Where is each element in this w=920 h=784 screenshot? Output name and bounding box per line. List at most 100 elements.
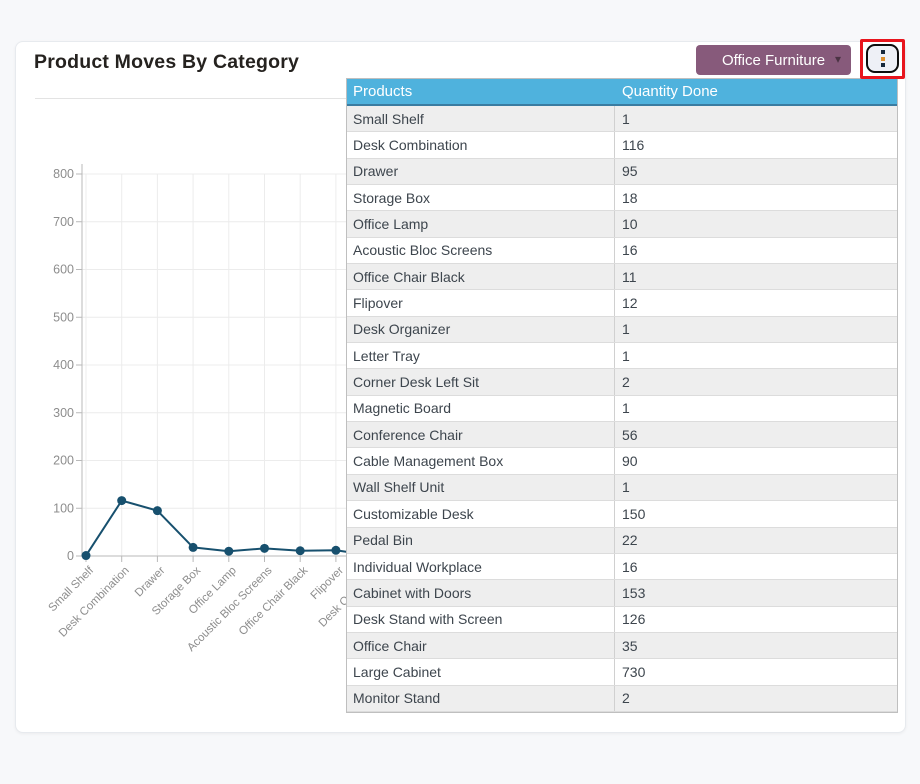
quantity-cell: 1 <box>622 347 630 364</box>
product-cell: Desk Organizer <box>347 316 615 343</box>
data-point <box>188 542 198 552</box>
table-row: Corner Desk Left Sit 2 <box>347 369 897 396</box>
data-point <box>295 546 305 556</box>
chevron-down-icon: ▾ <box>834 52 841 66</box>
kebab-menu-button[interactable] <box>866 44 899 73</box>
y-axis-label: 0 <box>67 549 74 563</box>
data-point <box>152 506 162 516</box>
x-axis-label: Acoustic Bloc Screens <box>185 564 275 654</box>
table-row: Desk Combination 116 <box>347 132 897 159</box>
table-row: Pedal Bin 22 <box>347 527 897 554</box>
product-cell: Flipover <box>347 290 615 316</box>
product-cell: Magnetic Board <box>347 395 615 422</box>
table-row: Acoustic Bloc Screens 16 <box>347 237 897 265</box>
y-axis-label: 700 <box>53 215 74 229</box>
dashboard-card: Product Moves By Category 0 100 200 300 400 5… <box>15 39 906 733</box>
quantity-cell: 116 <box>622 137 645 154</box>
quantity-cell: 1 <box>622 321 630 338</box>
quantity-cell: 2 <box>622 690 630 707</box>
quantity-cell: 126 <box>622 611 646 628</box>
table-row: Office Chair Black 11 <box>347 264 897 291</box>
table-row: Storage Box 18 <box>347 185 897 212</box>
data-point <box>81 551 91 561</box>
product-cell: Wall Shelf Unit <box>347 474 615 501</box>
table-row: Large Cabinet 730 <box>347 659 897 686</box>
quantity-cell: 1 <box>622 110 630 127</box>
table-row: Monitor Stand 2 <box>347 685 897 712</box>
product-cell: Conference Chair <box>347 422 615 448</box>
quantity-cell: 1 <box>622 400 630 417</box>
kebab-menu-icon <box>880 50 885 67</box>
table-row: Cabinet with Doors 153 <box>347 580 897 607</box>
table-row: Cable Management Box 90 <box>347 448 897 475</box>
y-axis-label: 600 <box>53 263 74 277</box>
x-axis-label: Drawer <box>133 565 168 600</box>
product-cell: Office Lamp <box>347 211 615 237</box>
table-row: Office Lamp 10 <box>347 211 897 238</box>
quantity-cell: 11 <box>622 268 637 285</box>
quantity-cell: 90 <box>622 453 638 470</box>
table-body: Small Shelf 1 Desk Combination 116 Drawer 95 S… <box>347 106 897 712</box>
table-row: Desk Organizer 1 <box>347 316 897 344</box>
y-axis-label: 100 <box>53 501 74 515</box>
table-row: Desk Stand with Screen 126 <box>347 606 897 633</box>
table-row: Small Shelf 1 <box>347 106 897 133</box>
table-header-row: Products Quantity Done <box>347 79 897 106</box>
data-point <box>117 496 127 506</box>
quantity-cell: 16 <box>622 242 638 259</box>
product-cell: Individual Workplace <box>347 553 615 580</box>
page-title: Product Moves By Category <box>34 51 300 73</box>
y-axis-label: 800 <box>53 167 74 181</box>
y-axis-label: 400 <box>53 358 74 372</box>
x-axis-label: Office Chair Black <box>237 564 311 638</box>
quantity-cell: 153 <box>622 584 646 601</box>
quantity-cell: 730 <box>622 663 646 680</box>
product-cell: Monitor Stand <box>347 685 615 711</box>
quantity-cell: 16 <box>622 558 638 575</box>
x-axis-label: Desk Combination <box>57 565 132 640</box>
table-row: Individual Workplace 16 <box>347 553 897 581</box>
category-dropdown-button[interactable]: Office Furniture ▾ <box>696 45 851 75</box>
y-axis-label: 300 <box>53 406 74 420</box>
quantity-cell: 1 <box>622 479 630 496</box>
product-cell: Storage Box <box>347 185 615 211</box>
x-axis-label: Flipover <box>309 565 347 603</box>
quantity-cell: 22 <box>622 532 638 549</box>
product-cell: Office Chair <box>347 632 615 659</box>
product-cell: Acoustic Bloc Screens <box>347 237 615 264</box>
table-row: Customizable Desk 150 <box>347 501 897 528</box>
table-row: Magnetic Board 1 <box>347 395 897 423</box>
x-axis-label: Storage Box <box>150 564 203 617</box>
table-row: Letter Tray 1 <box>347 343 897 370</box>
data-point <box>260 543 269 553</box>
category-dropdown-label: Office Furniture <box>721 51 826 69</box>
quantity-cell: 150 <box>622 505 646 522</box>
quantity-cell: 95 <box>622 163 638 180</box>
quantity-cell: 56 <box>622 426 638 443</box>
quantity-cell: 10 <box>622 216 638 233</box>
product-cell: Pedal Bin <box>347 527 615 553</box>
product-cell: Letter Tray <box>347 343 615 369</box>
product-cell: Cabinet with Doors <box>347 580 615 606</box>
x-axis-label: Office Lamp <box>187 565 239 617</box>
column-header-products: Products <box>353 83 413 100</box>
column-header-quantity-done: Quantity Done <box>622 83 718 100</box>
product-cell: Office Chair Black <box>347 264 615 290</box>
quantity-cell: 2 <box>622 374 630 391</box>
x-axis-label: Small Shelf <box>47 564 97 614</box>
product-cell: Desk Stand with Screen <box>347 606 615 632</box>
quantity-cell: 18 <box>622 189 638 206</box>
product-cell: Desk Combination <box>347 132 615 158</box>
product-cell: Small Shelf <box>347 106 615 132</box>
product-cell: Cable Management Box <box>347 448 615 474</box>
data-point <box>224 546 234 556</box>
table-row: Conference Chair 56 <box>347 422 897 449</box>
table-row: Flipover 12 <box>347 290 897 317</box>
y-axis-label: 500 <box>53 310 74 324</box>
products-table: Products Quantity Done Small Shelf 1 Desk … <box>346 78 898 713</box>
product-cell: Corner Desk Left Sit <box>347 369 615 395</box>
data-point <box>331 545 341 555</box>
quantity-cell: 12 <box>622 295 638 312</box>
y-axis-label: 200 <box>53 454 74 468</box>
product-cell: Large Cabinet <box>347 659 615 685</box>
